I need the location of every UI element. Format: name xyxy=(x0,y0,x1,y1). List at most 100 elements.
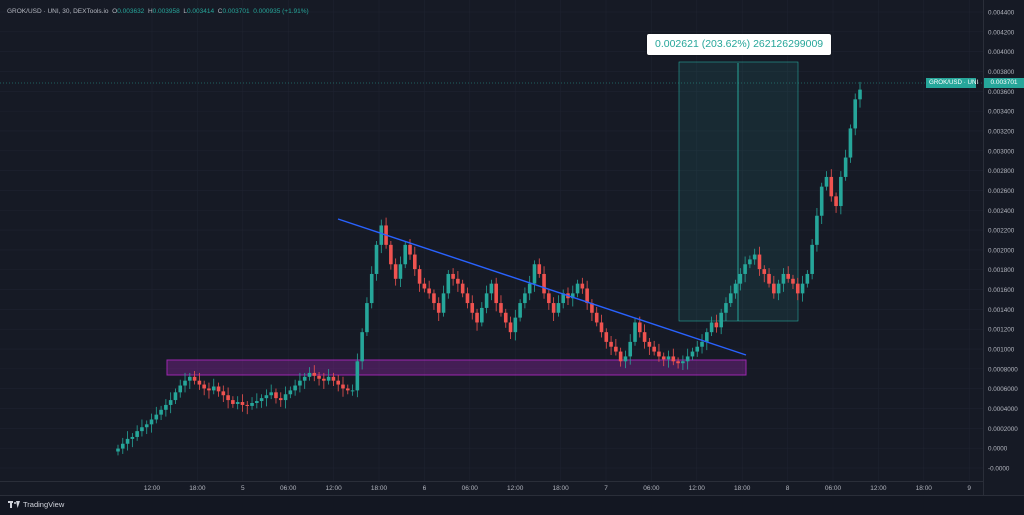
candle-down xyxy=(762,269,767,274)
candle-down xyxy=(417,269,422,284)
candle-up xyxy=(379,225,384,245)
price-tick-label: 0.002800 xyxy=(988,168,1015,175)
candle-up xyxy=(293,385,297,391)
candle-up xyxy=(489,283,494,294)
candle-up xyxy=(733,283,738,294)
candle-down xyxy=(202,384,206,389)
candle-up xyxy=(484,293,489,308)
candle-down xyxy=(393,264,398,279)
candle-up xyxy=(164,404,168,410)
price-tick-label: 0.001000 xyxy=(988,347,1015,354)
descending-trendline[interactable] xyxy=(337,218,747,356)
candle-up xyxy=(709,322,714,333)
tradingview-logo[interactable]: TradingView xyxy=(8,500,64,509)
price-tick-label: 0.0008000 xyxy=(988,366,1018,373)
candle-down xyxy=(221,391,226,396)
price-tick-label: 0.003800 xyxy=(988,69,1015,76)
time-tick-label: 9 xyxy=(967,485,971,492)
price-tick-label: 0.0006000 xyxy=(988,386,1018,393)
candle-up xyxy=(144,424,149,428)
candle-down xyxy=(331,376,336,381)
time-tick-label: 8 xyxy=(786,485,790,492)
candle-down xyxy=(652,346,656,352)
candle-down xyxy=(772,283,776,294)
price-tick-label: 0.003000 xyxy=(988,148,1015,155)
close-value: 0.003701 xyxy=(222,8,250,15)
candle-down xyxy=(795,283,800,294)
candle-down xyxy=(551,303,556,313)
candle-down xyxy=(274,392,278,399)
measure-label: 0.002621 (203.62%) 262126299009 xyxy=(647,34,832,55)
candle-down xyxy=(192,376,197,381)
candle-up xyxy=(810,244,814,274)
price-tick-label: 0.004400 xyxy=(988,10,1015,17)
candle-up xyxy=(116,448,120,452)
candle-up xyxy=(264,395,269,399)
candle-up xyxy=(140,427,144,432)
tradingview-icon xyxy=(8,501,20,508)
candle-down xyxy=(245,404,250,406)
candle-up xyxy=(298,380,302,386)
candle-up xyxy=(523,293,527,304)
time-tick-label: 18:00 xyxy=(371,485,388,492)
time-tick-label: 12:00 xyxy=(507,485,524,492)
time-tick-label: 12:00 xyxy=(144,485,161,492)
candle-down xyxy=(834,196,838,207)
candle-down xyxy=(451,273,455,279)
candle-down xyxy=(216,386,221,392)
candle-up xyxy=(149,419,154,425)
candle-down xyxy=(542,273,546,294)
candle-up xyxy=(441,293,446,313)
candle-down xyxy=(345,388,350,391)
candle-up xyxy=(135,431,139,437)
price-tick-label: 0.002600 xyxy=(988,188,1015,195)
candle-up xyxy=(848,128,853,158)
high-value: 0.003958 xyxy=(152,8,180,15)
candle-down xyxy=(413,254,417,270)
footer-bar: TradingView xyxy=(0,495,1024,515)
candle-down xyxy=(460,283,465,294)
price-tick-label: 0.003400 xyxy=(988,109,1015,116)
candle-up xyxy=(259,398,264,402)
candle-up xyxy=(120,443,125,449)
price-tick-label: 0.001400 xyxy=(988,307,1015,314)
candle-up xyxy=(403,244,408,265)
candle-up xyxy=(173,392,178,401)
candle-up xyxy=(235,402,240,404)
candle-down xyxy=(647,341,652,347)
change-value: 0.000935 (+1.91%) xyxy=(253,8,309,15)
candle-down xyxy=(676,361,680,364)
price-tick-label: 0.0002000 xyxy=(988,426,1018,433)
candle-up xyxy=(628,341,633,357)
candle-down xyxy=(197,380,202,385)
low-value: 0.003414 xyxy=(187,8,215,15)
time-tick-label: 18:00 xyxy=(916,485,933,492)
candle-up xyxy=(365,303,369,333)
time-tick-label: 12:00 xyxy=(325,485,342,492)
candle-up xyxy=(288,390,293,395)
last-price-tag: 0.003701 xyxy=(984,78,1024,88)
time-tick-label: 06:00 xyxy=(643,485,660,492)
candle-up xyxy=(269,392,273,396)
candle-up xyxy=(805,273,810,284)
candle-up xyxy=(824,176,829,187)
candle-down xyxy=(714,322,719,328)
candle-up xyxy=(355,361,360,391)
candle-up xyxy=(575,283,580,294)
price-tick-label: 0.004000 xyxy=(988,49,1015,56)
support-zone[interactable] xyxy=(166,359,747,376)
price-tick-label: -0.0000 xyxy=(988,466,1010,473)
price-axis-panel[interactable] xyxy=(983,0,1024,514)
candle-up xyxy=(685,356,690,362)
candle-down xyxy=(757,254,762,270)
candle-down xyxy=(829,176,834,197)
time-tick-label: 06:00 xyxy=(280,485,297,492)
candle-down xyxy=(671,356,676,362)
candle-down xyxy=(312,372,317,376)
candle-up xyxy=(183,380,187,386)
price-tick-label: 0.001200 xyxy=(988,327,1015,334)
candle-up xyxy=(350,390,355,392)
candle-up xyxy=(527,283,532,294)
candle-up xyxy=(360,332,364,362)
